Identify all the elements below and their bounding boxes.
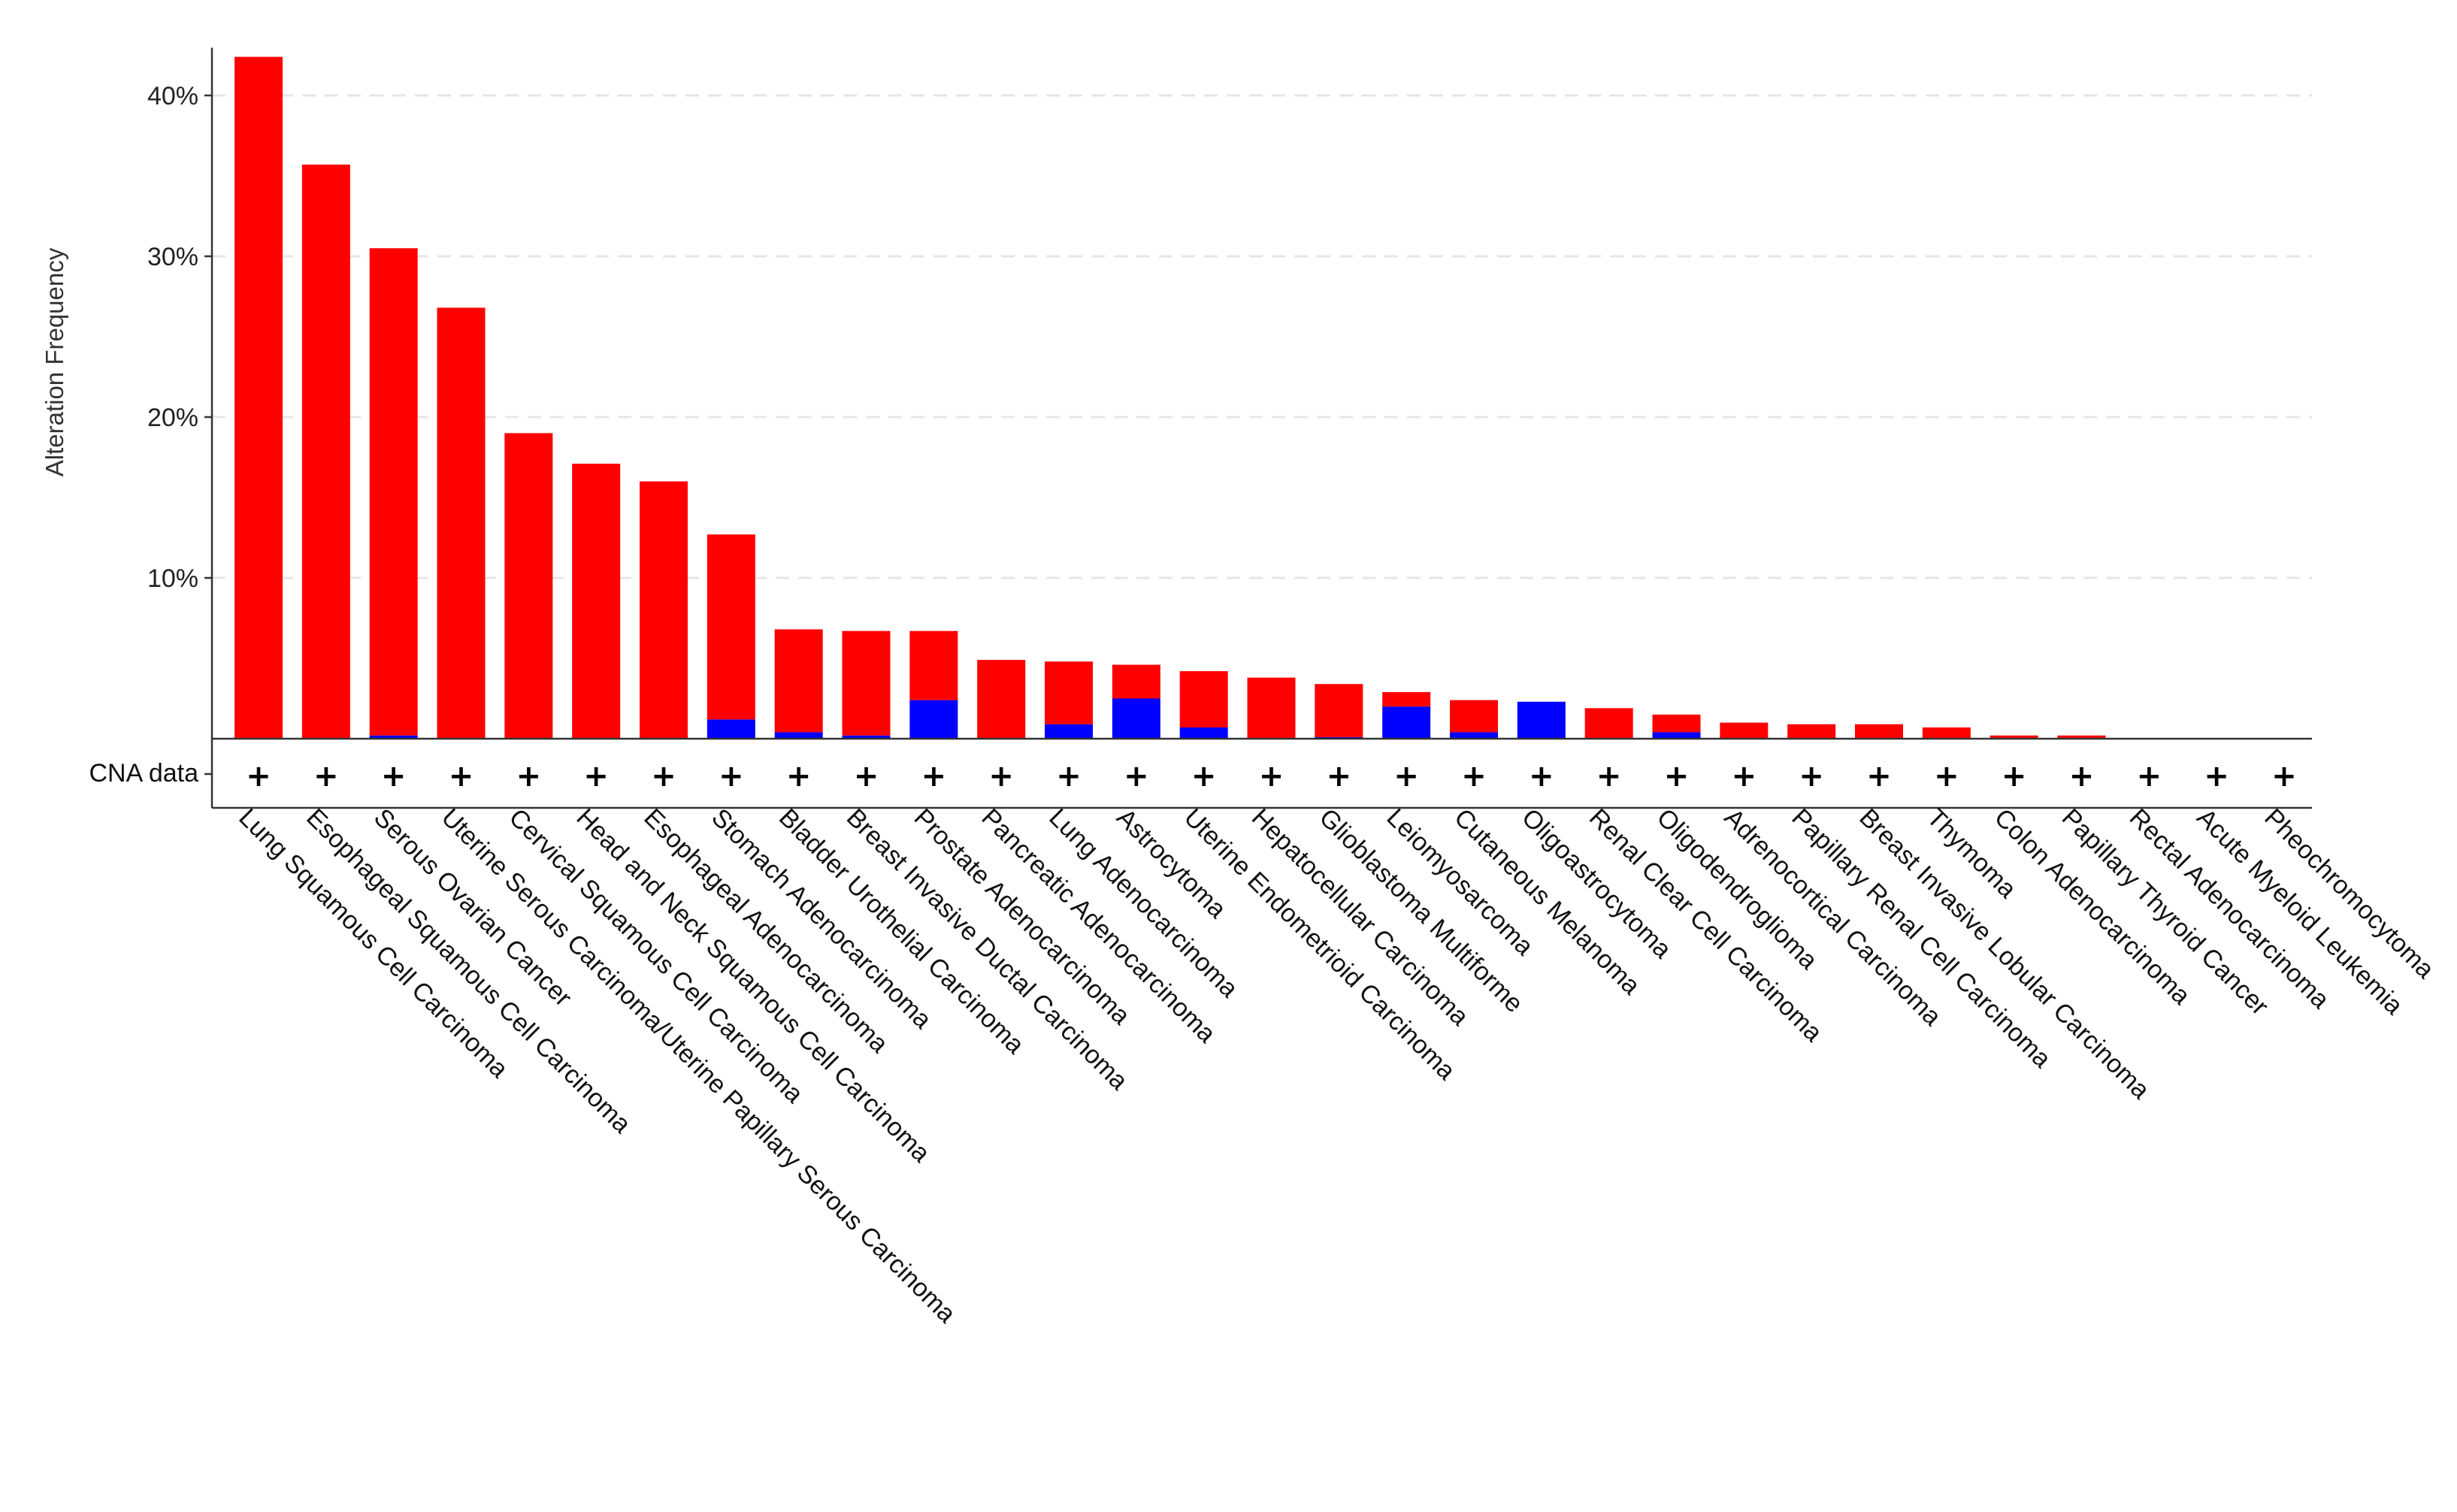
cna-marker-25: +: [1934, 759, 1959, 794]
bar-red-27: [2057, 735, 2106, 739]
y-tick-label-20: 20%: [147, 404, 198, 432]
cna-marker-15: +: [1259, 759, 1284, 794]
cna-marker-12: +: [1056, 759, 1082, 794]
y-axis-title: Alteration Frequency: [41, 247, 68, 476]
bar-red-22: [1720, 722, 1769, 739]
bar-blue-13: [1112, 698, 1160, 739]
cna-marker-27: +: [2069, 759, 2095, 794]
bar-red-15: [1247, 677, 1296, 739]
bar-red-17: [1382, 691, 1431, 707]
bar-red-26: [1990, 735, 2038, 739]
cna-marker-6: +: [651, 759, 676, 794]
bar-red-1: [301, 165, 350, 739]
bar-blue-14: [1179, 727, 1228, 739]
cna-marker-3: +: [449, 759, 474, 794]
cna-marker-13: +: [1124, 759, 1149, 794]
axes: [204, 47, 2312, 809]
cna-marker-30: +: [2271, 759, 2297, 794]
cna-marker-5: +: [583, 759, 609, 794]
cna-marker-10: +: [921, 759, 947, 794]
cna-marker-23: +: [1799, 759, 1824, 794]
bar-red-7: [707, 534, 755, 720]
cna-marker-26: +: [2002, 759, 2027, 794]
bar-red-9: [842, 631, 891, 736]
cna-marker-24: +: [1866, 759, 1892, 794]
cna-marker-14: +: [1191, 759, 1217, 794]
cna-marker-18: +: [1461, 759, 1487, 794]
bar-blue-17: [1382, 706, 1431, 739]
y-tick-label-10: 10%: [147, 564, 198, 593]
bar-red-23: [1787, 724, 1836, 739]
bar-red-8: [774, 629, 823, 733]
bar-blue-7: [707, 719, 755, 739]
bar-red-2: [369, 248, 418, 736]
cna-marker-1: +: [313, 759, 339, 794]
cna-marker-11: +: [988, 759, 1014, 794]
y-tick-label-40: 40%: [147, 82, 198, 110]
bar-red-24: [1855, 724, 1903, 739]
cna-marker-2: +: [381, 759, 407, 794]
bar-blue-19: [1517, 701, 1566, 739]
cna-marker-4: +: [516, 759, 542, 794]
bar-blue-12: [1045, 724, 1093, 739]
cna-track-label: CNA data: [89, 759, 198, 788]
bar-red-18: [1450, 700, 1498, 733]
cna-marker-21: +: [1664, 759, 1690, 794]
bar-blue-18: [1450, 732, 1498, 739]
bar-red-20: [1584, 708, 1633, 739]
bars: [235, 56, 2106, 739]
y-tick-label-30: 30%: [147, 243, 198, 271]
cna-marker-22: +: [1732, 759, 1757, 794]
x-tick-label-8: Bladder Urothelial Carcinoma: [773, 803, 1030, 1060]
cna-marker-19: +: [1529, 759, 1554, 794]
bar-red-16: [1315, 684, 1363, 737]
y-tick-labels: 10% 20% 30% 40%: [147, 82, 198, 593]
cna-marker-20: +: [1596, 759, 1622, 794]
cna-marker-16: +: [1327, 759, 1352, 794]
bar-blue-8: [774, 732, 823, 739]
bar-blue-21: [1652, 732, 1701, 739]
bar-red-25: [1922, 727, 1971, 739]
cna-marker-17: +: [1393, 759, 1419, 794]
bar-blue-10: [909, 700, 958, 739]
bar-red-21: [1652, 714, 1701, 733]
cna-marker-9: +: [854, 759, 879, 794]
cna-marker-8: +: [786, 759, 812, 794]
bar-red-11: [977, 660, 1026, 739]
bar-red-10: [909, 631, 958, 700]
bar-blue-9: [842, 735, 891, 739]
cna-marker-29: +: [2204, 759, 2229, 794]
bar-red-14: [1179, 671, 1228, 728]
bar-red-12: [1045, 661, 1093, 724]
cna-marker-0: +: [246, 759, 271, 794]
bar-red-6: [640, 481, 688, 739]
bar-red-13: [1112, 664, 1160, 699]
bar-red-3: [437, 307, 486, 739]
cna-track: CNA data + + + + + + + + + + + + + + + + + + + + + + + + + + + + + + +: [89, 759, 2296, 794]
gridlines: [212, 94, 2312, 579]
bar-red-0: [235, 56, 283, 739]
cna-marker-7: +: [719, 759, 744, 794]
x-tick-label-6: Esophageal Adenocarcinoma: [638, 803, 894, 1059]
bar-red-4: [504, 433, 553, 739]
bar-blue-2: [369, 735, 418, 739]
cna-marker-28: +: [2137, 759, 2162, 794]
bar-red-5: [572, 464, 621, 739]
